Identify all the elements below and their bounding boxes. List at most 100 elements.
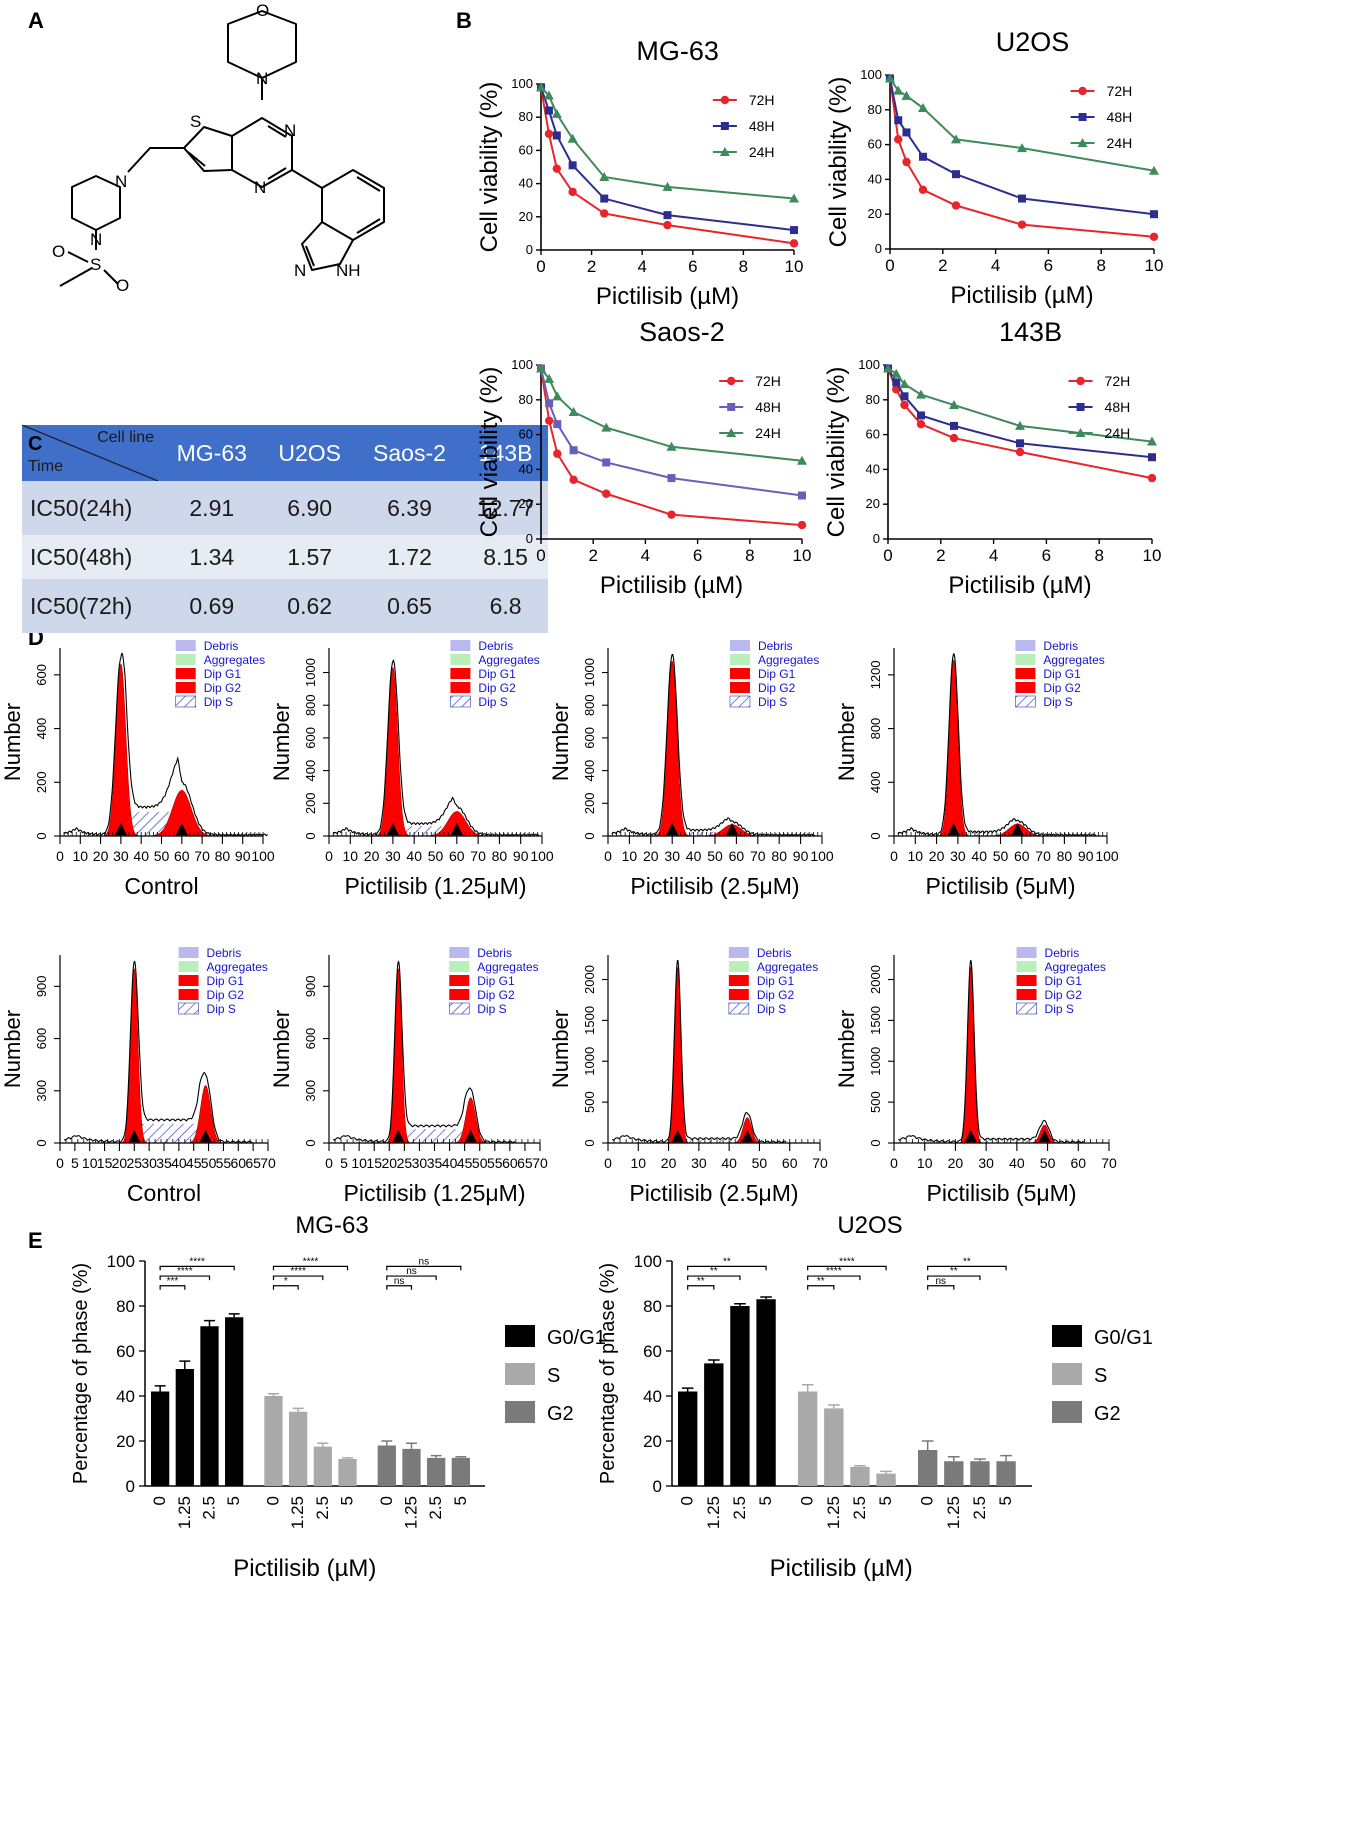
x-tick-label: 55 xyxy=(487,1155,503,1171)
data-point xyxy=(797,455,807,465)
ic50-corner-cell: Cell line Time xyxy=(22,425,160,481)
legend-label: Dip G1 xyxy=(204,667,242,681)
legend-swatch xyxy=(505,1363,535,1385)
data-point xyxy=(569,446,578,455)
x-tick-label: 1.25 xyxy=(401,1496,420,1529)
data-point xyxy=(568,187,577,197)
y-tick-label: 0 xyxy=(303,832,318,839)
data-point xyxy=(720,95,730,105)
y-tick-label: 20 xyxy=(519,496,533,511)
gate-marker xyxy=(1011,823,1024,835)
significance-bracket xyxy=(159,1275,211,1281)
data-point xyxy=(951,134,961,144)
y-tick-label: 80 xyxy=(519,109,533,124)
column-header: 143B xyxy=(463,425,548,481)
data-point xyxy=(918,185,928,195)
data-point xyxy=(663,211,672,220)
legend-label: G2 xyxy=(1094,1403,1121,1425)
table-cell: 0.65 xyxy=(355,579,464,633)
y-tick-label: 0 xyxy=(868,832,883,839)
x-tick-label: 60 xyxy=(174,848,190,864)
x-tick-label: 70 xyxy=(470,848,486,864)
data-point xyxy=(790,226,798,235)
y-tick-label: 60 xyxy=(519,427,533,442)
significance-bracket xyxy=(807,1275,861,1281)
gate-marker xyxy=(464,1130,477,1142)
legend-swatch xyxy=(178,989,199,1000)
x-tick-label: 70 xyxy=(1035,848,1051,864)
legend-label: Dip G2 xyxy=(757,988,795,1002)
y-axis-label: Number xyxy=(548,1010,573,1088)
bar-g2 xyxy=(427,1457,446,1486)
raw-histogram-trace xyxy=(611,653,815,837)
legend-label: Dip S xyxy=(758,695,787,709)
x-tick-label: 10 xyxy=(630,1155,646,1171)
x-tick-label: 0 xyxy=(890,1155,898,1171)
legend-swatch xyxy=(175,654,196,665)
significance-bracket xyxy=(687,1265,767,1271)
data-point xyxy=(1076,376,1085,386)
y-tick-label: 0 xyxy=(875,241,882,256)
data-point xyxy=(601,422,612,432)
y-tick-label: 20 xyxy=(643,1432,662,1451)
significance-label: **** xyxy=(826,1266,842,1277)
x-tick-label: 15 xyxy=(366,1155,382,1171)
row-label: IC50(72h) xyxy=(22,579,160,633)
y-axis-label: Cell viability (%) xyxy=(825,77,852,248)
legend-label: Aggregates xyxy=(757,960,818,974)
ic50-table: Cell line Time MG-63 U2OS Saos-2 143B IC… xyxy=(22,425,548,633)
y-tick-label: 40 xyxy=(866,461,880,476)
legend-swatch xyxy=(1016,947,1037,958)
legend-swatch xyxy=(729,640,750,651)
bar-s xyxy=(289,1411,308,1486)
table-row: IC50(48h) 1.34 1.57 1.72 8.15 xyxy=(22,535,548,579)
x-tick-label: 30 xyxy=(691,1155,707,1171)
x-tick-label: 2.5 xyxy=(730,1496,749,1520)
corner-time-label: Time xyxy=(28,458,63,475)
x-axis-label: Pictilisib (µM) xyxy=(596,283,739,310)
data-point xyxy=(727,403,736,411)
x-tick-label: 10 xyxy=(1143,546,1162,565)
legend-label: Dip G1 xyxy=(758,667,796,681)
x-tick-label: 45 xyxy=(457,1155,473,1171)
x-tick-label: 2 xyxy=(938,256,947,275)
legend-swatch xyxy=(178,1002,199,1015)
histogram-condition-label: Pictilisib (2.5μM) xyxy=(629,1180,798,1206)
y-tick-label: 20 xyxy=(868,206,882,221)
data-point xyxy=(544,129,554,138)
x-tick-label: 30 xyxy=(113,848,129,864)
data-point xyxy=(1150,210,1158,219)
x-axis-label: Pictilisib (µM) xyxy=(770,1555,913,1582)
table-cell: 8.15 xyxy=(463,535,548,579)
significance-bracket xyxy=(159,1285,186,1290)
column-header: MG-63 xyxy=(160,425,264,481)
legend-swatch xyxy=(1015,682,1036,693)
legend-swatch xyxy=(448,1002,470,1015)
y-tick-label: 200 xyxy=(34,771,49,793)
phase-bar-chart-mg-63: 0 20 40 60 80 100 MG-63 Pictilisib (µM) Percenta… xyxy=(70,1212,606,1582)
legend-swatch xyxy=(505,1401,535,1423)
significance-bracket xyxy=(927,1265,1007,1271)
legend-label: Dip G2 xyxy=(1045,988,1083,1002)
y-tick-label: 1500 xyxy=(868,1006,883,1035)
raw-histogram-trace xyxy=(611,959,787,1144)
significance-bracket xyxy=(386,1265,462,1271)
atom-n-pyrimidine-2: N xyxy=(254,178,266,197)
x-tick-label: 4 xyxy=(991,256,1000,275)
bar-g2 xyxy=(377,1445,396,1486)
legend-label: Dip G2 xyxy=(1043,681,1081,695)
x-tick-label: 0 xyxy=(883,546,892,565)
dip-g2-peak xyxy=(453,1097,489,1144)
legend-label: 72H xyxy=(1105,373,1131,389)
x-tick-label: 70 xyxy=(750,848,766,864)
raw-histogram-trace xyxy=(897,959,1084,1144)
x-tick-label: 10 xyxy=(917,1155,933,1171)
table-cell: 12.77 xyxy=(463,481,548,535)
x-tick-label: 30 xyxy=(385,848,401,864)
y-axis-label: Number xyxy=(269,1010,294,1088)
data-point xyxy=(1078,86,1087,96)
histogram-condition-label: Pictilisib (5μM) xyxy=(926,873,1076,899)
x-tick-label: 0 xyxy=(150,1496,169,1505)
